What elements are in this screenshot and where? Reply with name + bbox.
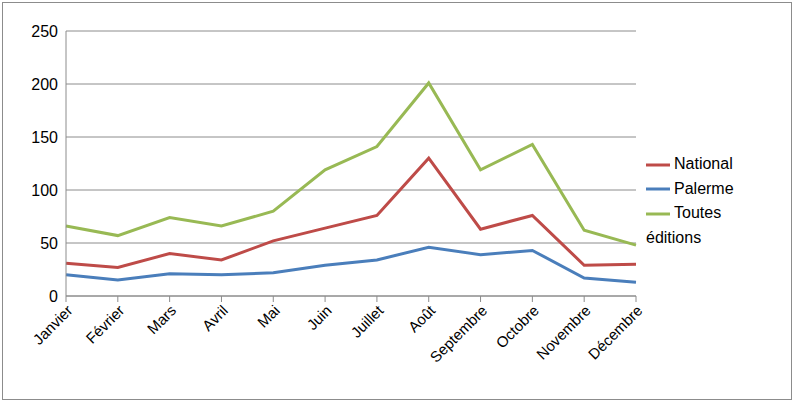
html-text:National: National [674, 154, 733, 172]
svg-text:0: 0 [49, 288, 58, 305]
svg-text:100: 100 [31, 182, 58, 199]
svg-text:Janvier: Janvier [29, 302, 75, 348]
svg-text:250: 250 [31, 23, 58, 40]
svg-text:Septembre: Septembre [426, 302, 490, 366]
svg-text:Juin: Juin [303, 302, 334, 333]
svg-text:Mai: Mai [254, 302, 283, 331]
svg-text:Mars: Mars [144, 302, 180, 338]
svg-text:200: 200 [31, 76, 58, 93]
svg-text:Novembre: Novembre [533, 302, 594, 363]
html-text:Palerme: Palerme [674, 179, 734, 197]
svg-text:Février: Février [82, 302, 127, 347]
svg-text:Août: Août [405, 301, 439, 335]
html-text:Toutes éditions: Toutes éditions [646, 204, 722, 247]
svg-text:Avril: Avril [199, 302, 231, 334]
svg-text:150: 150 [31, 129, 58, 146]
svg-text:Juillet: Juillet [347, 301, 387, 341]
svg-text:Octobre: Octobre [492, 302, 542, 352]
svg-text:Décembre: Décembre [585, 302, 646, 363]
svg-text:50: 50 [40, 235, 58, 252]
